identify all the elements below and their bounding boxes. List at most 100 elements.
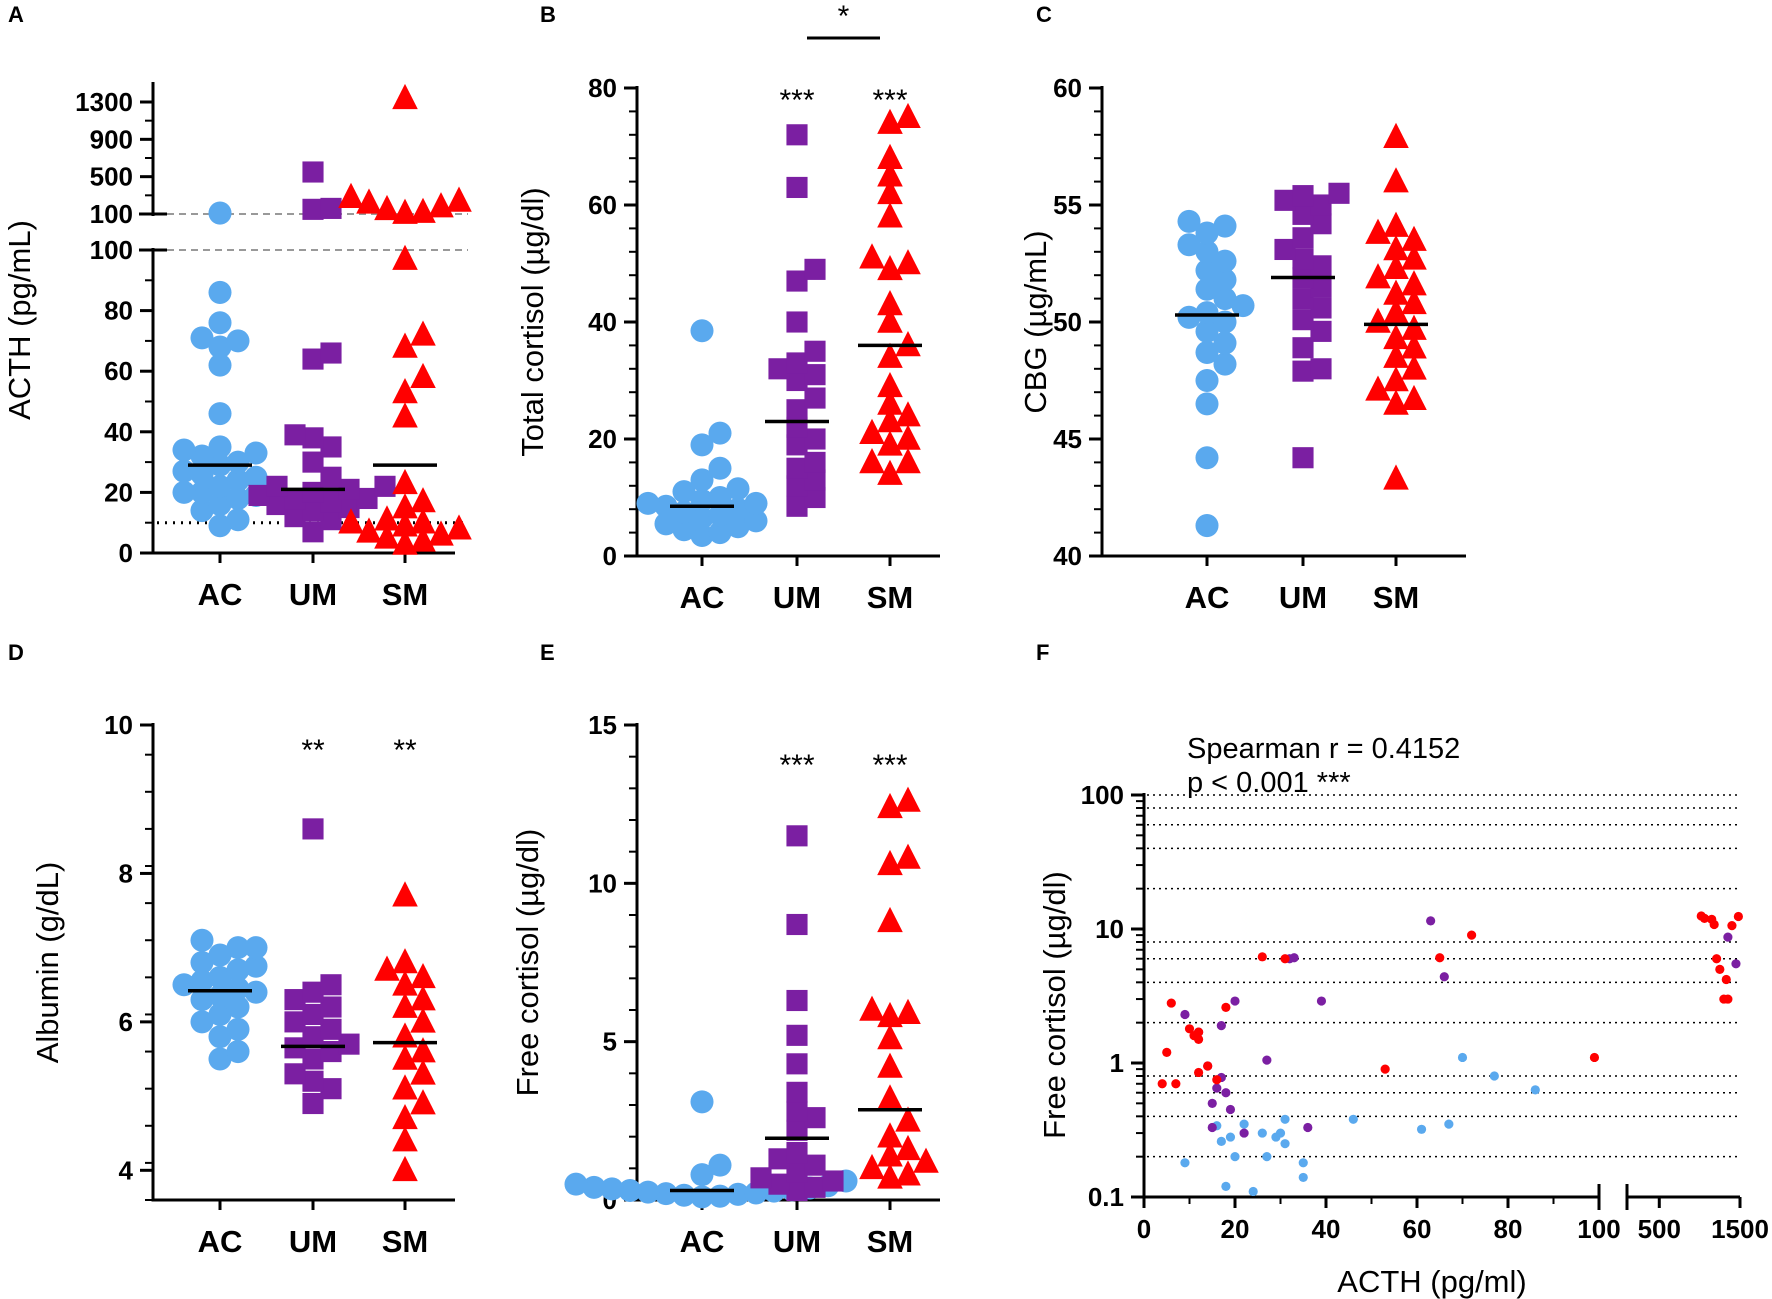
data-point-C-AC — [1195, 340, 1219, 364]
data-point-B-SM — [859, 418, 885, 444]
data-point-F-AC — [1298, 1158, 1308, 1168]
data-point-A-AC — [172, 438, 196, 462]
data-point-C-UM — [1274, 189, 1296, 211]
x-category-label-A-SM: SM — [382, 577, 429, 612]
data-point-A-SM — [392, 332, 418, 358]
data-point-A-UM — [302, 198, 324, 220]
data-point-B-AC — [708, 503, 732, 527]
significance-D-UM: ** — [301, 734, 325, 767]
data-point-B-UM — [786, 434, 808, 456]
data-point-C-SM — [1383, 366, 1409, 392]
data-point-C-AC — [1195, 514, 1219, 538]
data-point-E-SM — [895, 786, 921, 812]
y-tick-label-B: 80 — [588, 73, 617, 103]
data-point-F-UM — [1723, 932, 1733, 942]
x-category-label-A-UM: UM — [289, 577, 337, 612]
data-point-A-AC — [226, 450, 250, 474]
data-point-F-SM — [1194, 1034, 1204, 1045]
data-point-F-AC — [1221, 1181, 1231, 1191]
significance-E-SM: *** — [872, 749, 907, 782]
data-point-D-SM — [392, 992, 418, 1018]
data-point-A-SM — [392, 378, 418, 404]
data-point-A-UM — [284, 506, 306, 528]
data-point-F-UM — [1212, 1083, 1222, 1093]
data-point-C-UM — [1328, 182, 1350, 204]
data-point-D-UM — [302, 818, 324, 840]
data-point-F-SM — [1212, 1075, 1222, 1085]
data-point-D-AC — [208, 1002, 232, 1026]
data-point-B-AC — [690, 319, 714, 343]
data-point-B-UM — [804, 387, 826, 409]
data-point-D-SM — [392, 1074, 418, 1100]
data-point-A-AC — [208, 435, 232, 459]
x-axis-label-F: ACTH (pg/ml) — [1337, 1264, 1526, 1299]
data-point-B-SM — [859, 243, 885, 269]
data-point-A-UM — [302, 521, 324, 543]
data-point-B-AC — [690, 506, 714, 530]
data-point-B-UM — [786, 495, 808, 517]
data-point-E-AC — [600, 1177, 624, 1201]
data-point-A-SM — [410, 508, 436, 534]
data-point-C-SM — [1383, 253, 1409, 279]
data-point-C-AC — [1213, 268, 1237, 292]
data-point-A-SM — [446, 186, 472, 212]
data-point-E-AC — [690, 1090, 714, 1114]
data-point-B-UM — [786, 124, 808, 146]
data-point-C-UM — [1310, 358, 1332, 380]
data-point-C-SM — [1383, 464, 1409, 490]
data-point-B-SM — [877, 389, 903, 415]
data-point-A-UM — [374, 475, 396, 497]
data-point-E-UM — [786, 913, 808, 936]
data-point-B-SM — [877, 371, 903, 398]
data-point-F-SM — [1194, 1067, 1204, 1078]
data-point-F-SM — [1727, 921, 1737, 931]
data-point-B-SM — [895, 331, 921, 357]
x-category-label-E-UM: UM — [773, 1224, 821, 1259]
data-point-B-AC — [726, 477, 750, 501]
data-point-F-UM — [1180, 1009, 1190, 1020]
data-point-A-AC — [190, 480, 214, 504]
data-point-D-UM — [302, 1048, 324, 1070]
data-point-E-AC — [618, 1178, 642, 1203]
data-point-E-SM — [895, 843, 921, 869]
data-point-D-SM — [392, 970, 418, 996]
data-point-A-AC — [208, 280, 232, 304]
data-point-A-AC — [208, 493, 232, 517]
data-point-B-AC — [654, 512, 678, 536]
y-tick-label-A: 0 — [119, 538, 133, 568]
data-point-A-SM — [392, 244, 418, 270]
data-point-B-SM — [877, 342, 903, 368]
data-point-D-SM — [392, 1126, 418, 1152]
y-tick-label-F: 1 — [1110, 1048, 1124, 1078]
data-point-E-UM — [786, 1179, 808, 1202]
data-point-B-AC — [636, 491, 660, 515]
x-category-label-E-SM: SM — [867, 1224, 914, 1259]
y-tick-label-A: 80 — [104, 296, 133, 326]
y-tick-label-F: 10 — [1095, 914, 1124, 944]
data-point-A-UM — [284, 424, 306, 446]
data-point-A-AC — [208, 311, 232, 335]
x-tick-label-F: 1500 — [1711, 1214, 1769, 1244]
significance-B-SM: *** — [872, 84, 907, 117]
data-point-A-UM — [338, 496, 360, 519]
data-point-C-SM — [1383, 235, 1409, 261]
y-tick-label-E: 10 — [588, 868, 617, 898]
y-tick-label-E: 5 — [603, 1027, 617, 1057]
y-tick-label-D: 8 — [119, 858, 133, 888]
data-point-A-UM — [320, 342, 342, 364]
y-tick-label-D: 4 — [119, 1155, 134, 1185]
x-tick-label-F: 0 — [1137, 1214, 1151, 1244]
data-point-A-UM — [320, 490, 342, 513]
data-point-B-SM — [877, 307, 903, 333]
data-point-F-SM — [1709, 919, 1719, 930]
data-point-C-AC — [1195, 319, 1219, 343]
data-point-C-UM — [1292, 309, 1314, 331]
data-point-A-UM — [248, 484, 270, 506]
data-point-D-AC — [226, 995, 250, 1019]
data-point-C-SM — [1383, 122, 1409, 148]
data-point-E-AC — [708, 1153, 732, 1177]
data-point-C-SM — [1365, 218, 1391, 244]
data-point-A-AC — [190, 462, 214, 486]
y-tick-label-A: 500 — [90, 162, 133, 192]
data-point-C-UM — [1292, 203, 1314, 225]
